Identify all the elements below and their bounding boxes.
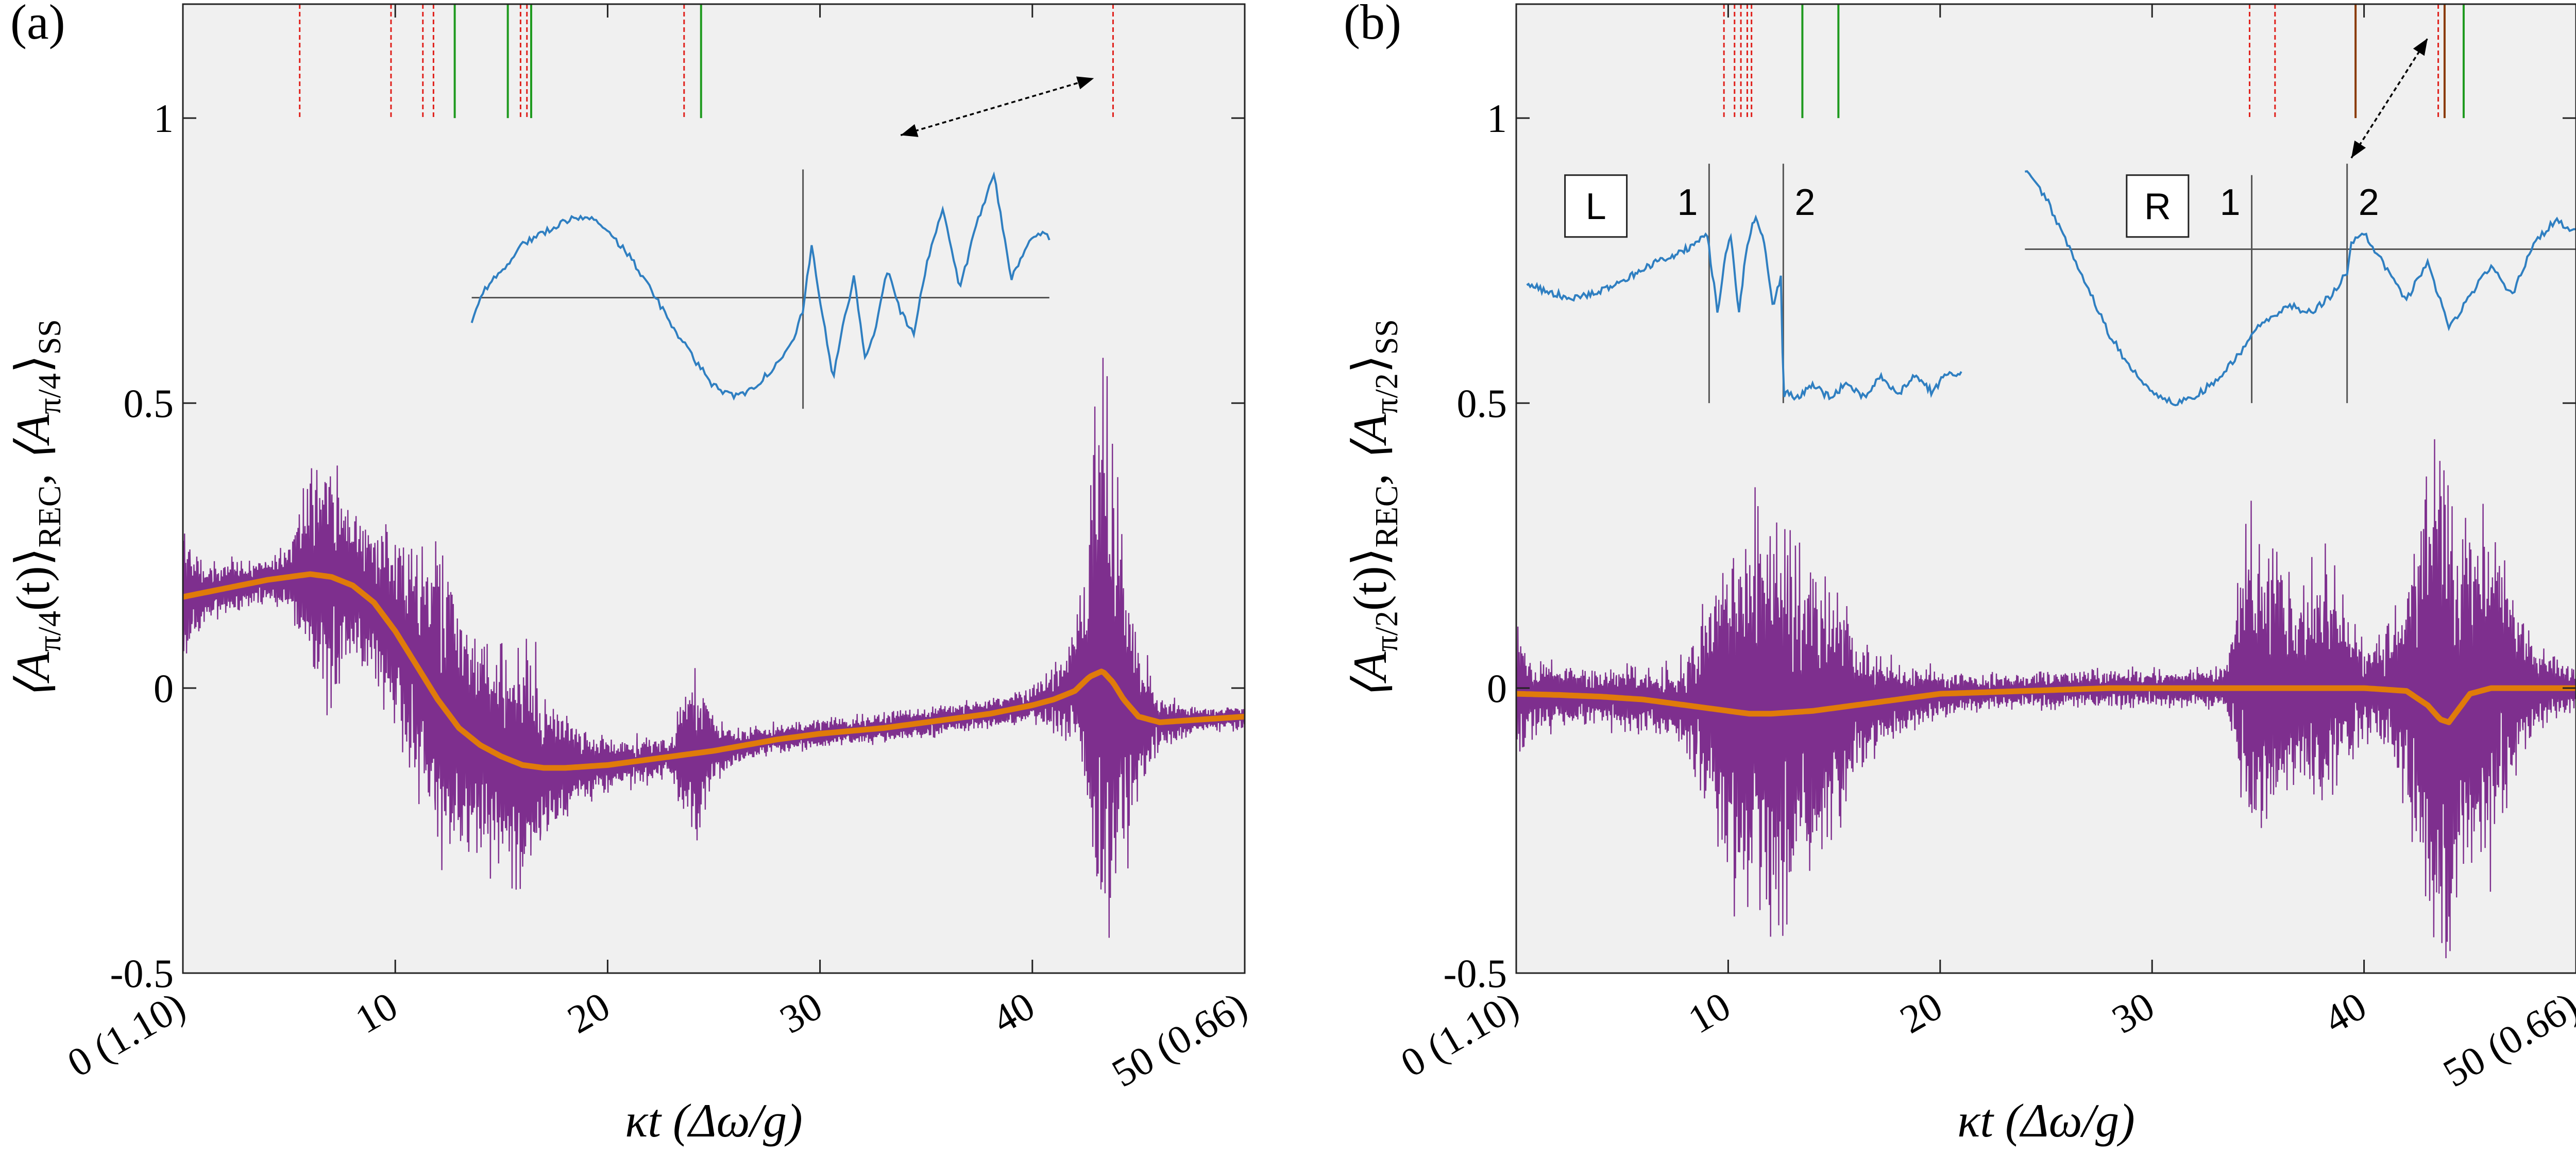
inset-trace [470,169,1050,409]
double-arrow [900,77,1094,137]
x-tick-label: 50 (0.66) [1104,983,1254,1095]
y-tick-label: -0.5 [110,951,174,996]
arrow-head [2413,38,2428,56]
y-axis-label-part: (t)⟩ [1344,547,1396,611]
x-tick-label: 0 (1.10) [60,983,192,1085]
double-arrow [2350,38,2429,159]
y-tick-label: 0.5 [1457,381,1507,426]
panel-a: -0.5 0 0.5 1 0 (1.10) 10 20 30 40 50 (0.66) (a) κt … [7,0,1255,1147]
y-tick-label: 0.5 [124,381,174,426]
y-axis-label-part: π/4 [32,373,67,414]
y-axis-label-part: SS [32,319,67,355]
y-axis-label-part: SS [1369,319,1404,355]
y-axis-label-part: , ⟨A [7,414,59,486]
plot-area [1516,4,2576,973]
inset-box-label: R [2144,186,2171,227]
x-tick-label: 30 [772,983,829,1042]
plot-content: 1 2 1 2L R [1516,4,2576,959]
inset-trace [2025,170,2576,407]
y-tick-label: 0 [1487,666,1507,711]
x-tick-label: 30 [2105,983,2162,1042]
y-tick-label: 0 [154,666,174,711]
inset-marker-label: 1 [2220,182,2241,223]
y-axis-label-part: ⟩ [7,355,59,373]
y-axis-label-part: π/2 [1369,373,1404,414]
x-axis-label: κt (Δω/g) [1957,1094,2135,1147]
y-axis-label-part: ⟩ [1344,355,1396,373]
plot-area [183,4,1245,973]
y-axis-label-part: π/4 [32,611,67,652]
x-tick-label: 40 [2316,983,2374,1042]
y-axis-label-part: (t)⟩ [7,547,59,611]
x-tick-label: 0 (1.10) [1393,983,1526,1085]
panel-label: (b) [1344,0,1401,49]
y-tick-label: 1 [154,96,174,141]
arrow-head [2351,140,2366,158]
x-tick-label: 10 [1681,983,1738,1042]
y-tick-label: 1 [1487,96,1507,141]
inset-marker-label: 2 [1794,182,1815,223]
plot-frame [1515,3,2576,974]
y-axis-label-part: ⟨A [7,651,59,699]
plot-frame [182,3,1246,974]
panel-b: 1 2 1 2L R-0.500.510 (1.10) 10 20 30 40 50 (0.66)… [1344,0,2576,1147]
y-axis-label: ⟨Aπ/4(t)⟩REC, ⟨Aπ/4⟩SS [7,319,67,699]
y-axis-label-part: REC [1369,486,1404,548]
steady-state-curve [183,571,1245,771]
inset-trace [470,171,1050,401]
x-tick-label: 40 [985,983,1042,1042]
x-tick-label: 20 [1892,983,1950,1042]
x-axis-label: κt (Δω/g) [625,1094,803,1147]
plot-content [183,4,1245,938]
inset-marker-label: 1 [1677,182,1698,223]
steady-state-curve [1516,685,2576,725]
y-tick-label: -0.5 [1444,951,1507,996]
y-axis-label-part: , ⟨A [1344,414,1396,486]
y-axis-label-part: REC [32,486,67,548]
y-axis-label-part: ⟨A [1344,651,1396,699]
y-axis-label: ⟨Aπ/2(t)⟩REC, ⟨Aπ/2⟩SS [1344,319,1404,699]
inset-box [1564,174,1628,238]
inset-box [2126,174,2190,238]
x-tick-label: 50 (0.66) [2435,983,2576,1095]
arrow-head [1076,76,1094,90]
inset-trace [1526,214,1962,401]
inset-marker-label: 2 [2359,182,2379,223]
panel-label: (a) [10,0,65,49]
y-axis-label-part: π/2 [1369,611,1404,652]
arrow-head [901,124,919,137]
inset-box-label: L [1586,186,1606,227]
x-tick-label: 20 [560,983,617,1042]
x-tick-label: 10 [348,983,405,1042]
